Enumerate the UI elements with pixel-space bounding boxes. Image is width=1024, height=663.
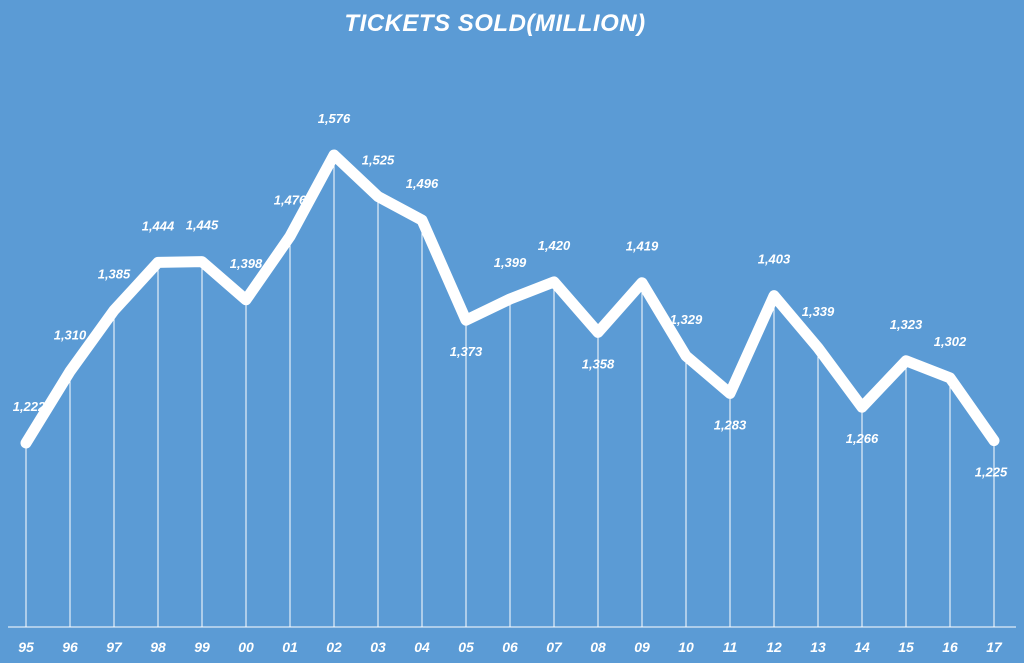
x-tick-11: 11 [723, 639, 738, 655]
x-tick-05: 05 [458, 639, 474, 655]
x-tick-00: 00 [238, 639, 254, 655]
x-tick-17: 17 [986, 639, 1003, 655]
data-label-98: 1,444 [142, 218, 175, 233]
data-label-16: 1,302 [934, 334, 967, 349]
x-tick-02: 02 [326, 639, 342, 655]
data-label-08: 1,358 [582, 356, 615, 371]
data-label-96: 1,310 [54, 327, 87, 342]
x-tick-labels: 95 96 97 98 99 00 01 02 03 04 05 06 07 08 09 10 11 12 13 14… [18, 639, 1003, 655]
series-line [20, 149, 1000, 449]
data-label-04: 1,496 [406, 176, 439, 191]
x-tick-03: 03 [370, 639, 386, 655]
x-tick-06: 06 [502, 639, 518, 655]
x-tick-10: 10 [678, 639, 694, 655]
x-tick-01: 01 [282, 639, 298, 655]
x-tick-07: 07 [546, 639, 563, 655]
data-label-14: 1,266 [846, 431, 879, 446]
x-tick-13: 13 [810, 639, 826, 655]
data-label-07: 1,420 [538, 238, 571, 253]
data-label-15: 1,323 [890, 317, 923, 332]
data-labels: 1,222 1,310 1,385 1,444 1,445 1,398 1,476 1,576… [13, 111, 1008, 480]
x-tick-98: 98 [150, 639, 166, 655]
x-tick-15: 15 [898, 639, 914, 655]
data-label-02: 1,576 [318, 111, 351, 126]
data-label-03: 1,525 [362, 152, 395, 167]
x-tick-14: 14 [854, 639, 870, 655]
data-label-10: 1,329 [670, 312, 703, 327]
data-label-01: 1,476 [274, 192, 307, 207]
data-label-99: 1,445 [186, 218, 219, 233]
x-tick-09: 09 [634, 639, 650, 655]
x-tick-95: 95 [18, 639, 34, 655]
data-label-06: 1,399 [494, 255, 527, 270]
x-tick-08: 08 [590, 639, 606, 655]
x-tick-96: 96 [62, 639, 78, 655]
data-label-09: 1,419 [626, 239, 659, 254]
data-label-17: 1,225 [975, 465, 1008, 480]
data-label-95: 1,222 [13, 399, 46, 414]
data-label-12: 1,403 [758, 252, 791, 267]
x-tick-12: 12 [766, 639, 782, 655]
x-tick-99: 99 [194, 639, 210, 655]
data-label-05: 1,373 [450, 344, 483, 359]
x-tick-97: 97 [106, 639, 123, 655]
chart-title: TICKETS SOLD(MILLION) [344, 10, 645, 37]
data-label-97: 1,385 [98, 266, 131, 281]
data-label-11: 1,283 [714, 417, 747, 432]
drop-lines [25, 155, 995, 627]
x-tick-04: 04 [414, 639, 430, 655]
data-label-13: 1,339 [802, 304, 835, 319]
data-label-00: 1,398 [230, 256, 263, 271]
x-tick-16: 16 [942, 639, 958, 655]
